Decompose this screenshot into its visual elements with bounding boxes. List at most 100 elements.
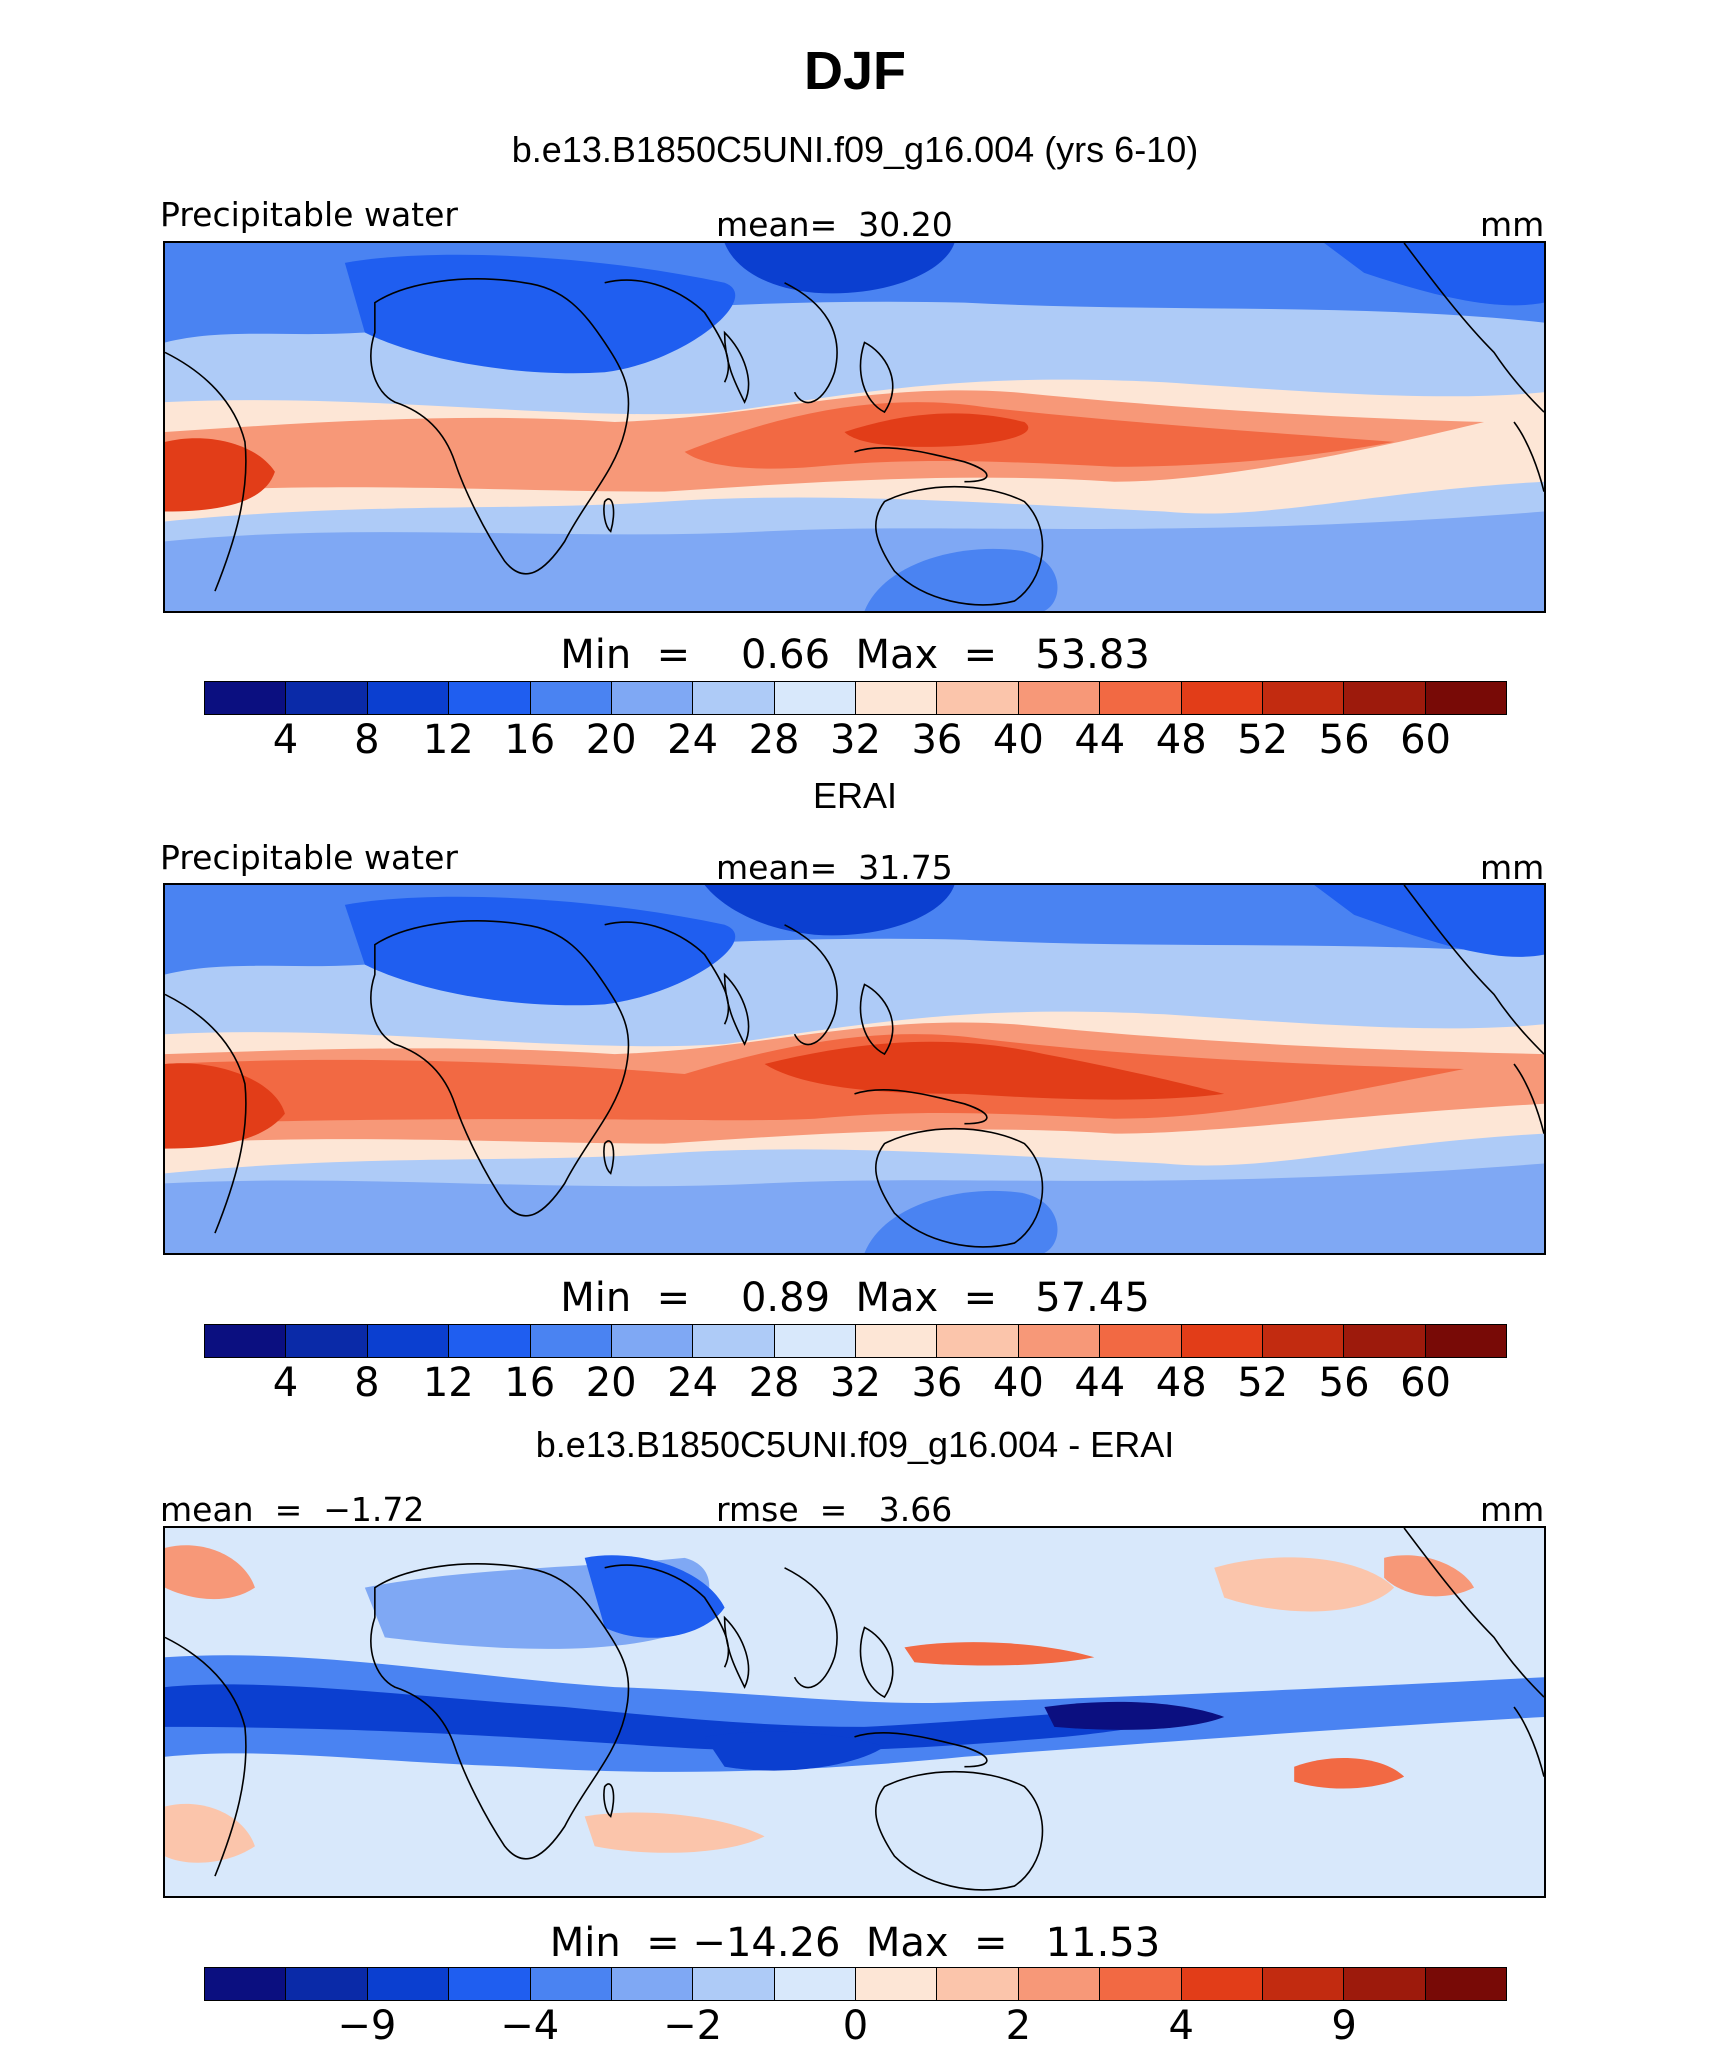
- namerica-coast: [1403, 1528, 1544, 1698]
- namerica-coast: [1403, 243, 1544, 413]
- colorbar-box: [937, 1325, 1019, 1357]
- panel1-units-label: mm: [1480, 205, 1545, 244]
- colorbar-tick-label: 60: [1400, 717, 1452, 763]
- panel1-colorbar: [204, 681, 1507, 715]
- asia-dry-core: [724, 243, 955, 294]
- colorbar-box: [774, 1968, 856, 2000]
- colorbar-tick-label: 12: [422, 1360, 474, 1406]
- colorbar-box: [937, 1968, 1019, 2000]
- panel1-colorbar-ticks: 4 8 12 16 20 24 28 32 36 40 44 48 52 56 60: [0, 717, 1710, 767]
- colorbar-tick-label: 52: [1237, 717, 1289, 763]
- colorbar-tick-label: 40: [992, 717, 1044, 763]
- panel1-mean-label: mean= 30.20: [716, 205, 953, 244]
- colorbar-tick-label: 4: [272, 717, 299, 763]
- madagascar-coast: [603, 498, 615, 533]
- colorbar-tick-label: 8: [354, 717, 380, 763]
- colorbar-tick-label: 24: [667, 717, 719, 763]
- philippines-coast: [859, 1626, 894, 1699]
- panel2-mean-label: mean= 31.75: [716, 848, 953, 887]
- colorbar-tick-label: −4: [500, 2003, 560, 2049]
- indonesia-coast: [854, 1731, 988, 1768]
- colorbar-box: [1425, 1325, 1506, 1357]
- colorbar-box: [205, 1968, 287, 2000]
- south-dry-zone: [165, 511, 1544, 611]
- colorbar-tick-label: 48: [1155, 1360, 1207, 1406]
- seasia-coast: [784, 1567, 838, 1689]
- colorbar-box: [856, 682, 938, 714]
- colorbar-tick-label: 4: [1168, 2003, 1194, 2049]
- samerica-coast: [165, 1636, 247, 1877]
- colorbar-box: [937, 682, 1019, 714]
- colorbar-box: [367, 1325, 450, 1357]
- panel3-rmse-label: rmse = 3.66: [716, 1490, 953, 1529]
- colorbar-box: [856, 1968, 938, 2000]
- africa-coast: [370, 278, 630, 575]
- panel3-colorbar: [204, 1967, 1507, 2001]
- indian-ocean-dry: [704, 1731, 885, 1771]
- philippines-coast: [859, 983, 894, 1056]
- sindian-wet-bias: [584, 1812, 765, 1853]
- satl-wet-bias: [165, 1803, 255, 1863]
- colorbar-box: [611, 682, 694, 714]
- colorbar-tick-label: 56: [1318, 1360, 1370, 1406]
- colorbar-box: [693, 1325, 775, 1357]
- colorbar-box: [1262, 1968, 1345, 2000]
- panel1-map-svg: [165, 243, 1544, 611]
- indonesia-coast: [854, 1088, 988, 1125]
- colorbar-box: [205, 682, 287, 714]
- colorbar-tick-label: 32: [830, 1360, 881, 1406]
- colorbar-tick-label: 36: [911, 1360, 963, 1406]
- colorbar-box: [1100, 1325, 1182, 1357]
- npac-wet-bias: [1214, 1557, 1395, 1612]
- samerica-west-coast: [1513, 1706, 1544, 1777]
- australia-dry: [864, 1190, 1058, 1253]
- colorbar-tick-label: 56: [1318, 717, 1370, 763]
- colorbar-box: [611, 1968, 694, 2000]
- coastlines: [165, 885, 1544, 1248]
- colorbar-tick-label: 24: [667, 1360, 719, 1406]
- panel1-minmax: Min = 0.66 Max = 53.83: [560, 632, 1150, 678]
- colorbar-box: [449, 682, 531, 714]
- colorbar-box: [1181, 1325, 1263, 1357]
- madagascar-coast: [603, 1140, 615, 1175]
- colorbar-tick-label: 36: [911, 717, 963, 763]
- seasia-coast: [784, 282, 838, 404]
- itcz-core: [684, 402, 1395, 469]
- panel1-variable-label: Precipitable water: [160, 195, 458, 234]
- colorbar-box: [205, 1325, 287, 1357]
- colorbar-box: [693, 1968, 775, 2000]
- panel1-title: b.e13.B1850C5UNI.f09_g16.004 (yrs 6-10): [511, 129, 1199, 170]
- indonesia-coast: [854, 446, 988, 483]
- sahara-dry-core: [344, 896, 736, 1006]
- australia-coast: [874, 1770, 1044, 1891]
- panel2-colorbar: [204, 1324, 1507, 1358]
- maritime-continent-max: [764, 1041, 1225, 1100]
- colorbar-tick-label: 44: [1074, 1360, 1126, 1406]
- colorbar-box: [286, 1968, 368, 2000]
- colorbar-tick-label: 28: [748, 717, 800, 763]
- pacific-dry-max: [1044, 1701, 1225, 1730]
- colorbar-box: [367, 1968, 450, 2000]
- panel3-title: b.e13.B1850C5UNI.f09_g16.004 - ERAI: [535, 1424, 1175, 1465]
- colorbar-box: [1181, 682, 1263, 714]
- samerica-coast: [165, 993, 247, 1234]
- samerica-coast: [165, 351, 247, 592]
- colorbar-tick-label: 28: [748, 1360, 800, 1406]
- colorbar-tick-label: −9: [337, 2003, 397, 2049]
- natl-wet-bias: [165, 1545, 255, 1600]
- colorbar-box: [286, 682, 368, 714]
- panel3-minmax: Min = −14.26 Max = 11.53: [549, 1920, 1161, 1966]
- colorbar-box: [1344, 1968, 1426, 2000]
- colorbar-box: [611, 1325, 694, 1357]
- colorbar-box: [449, 1325, 531, 1357]
- figure-title: DJF: [803, 41, 906, 101]
- panel2-title: ERAI: [812, 775, 898, 816]
- colorbar-box: [1344, 1325, 1426, 1357]
- colorbar-box: [1100, 1968, 1182, 2000]
- australia-coast: [874, 485, 1044, 606]
- npac-wet-core: [1384, 1555, 1475, 1597]
- colorbar-box: [1100, 682, 1182, 714]
- colorbar-box: [1425, 1968, 1506, 2000]
- colorbar-tick-label: 2: [1005, 2003, 1032, 2049]
- panel2-colorbar-ticks: 4 8 12 16 20 24 28 32 36 40 44 48 52 56 60: [0, 1360, 1710, 1410]
